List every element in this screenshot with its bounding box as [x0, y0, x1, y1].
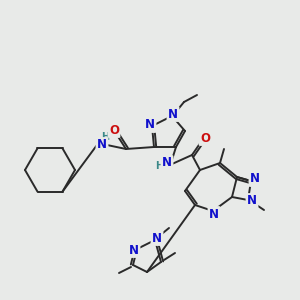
Text: N: N: [162, 157, 172, 169]
Text: N: N: [145, 118, 155, 131]
Text: N: N: [129, 244, 139, 256]
Text: H: H: [101, 132, 109, 142]
Text: N: N: [247, 194, 257, 208]
Text: O: O: [200, 131, 210, 145]
Text: N: N: [97, 139, 107, 152]
Text: H: H: [155, 161, 163, 171]
Text: N: N: [209, 208, 219, 220]
Text: O: O: [109, 124, 119, 136]
Text: N: N: [152, 232, 162, 244]
Text: N: N: [250, 172, 260, 185]
Text: N: N: [168, 107, 178, 121]
